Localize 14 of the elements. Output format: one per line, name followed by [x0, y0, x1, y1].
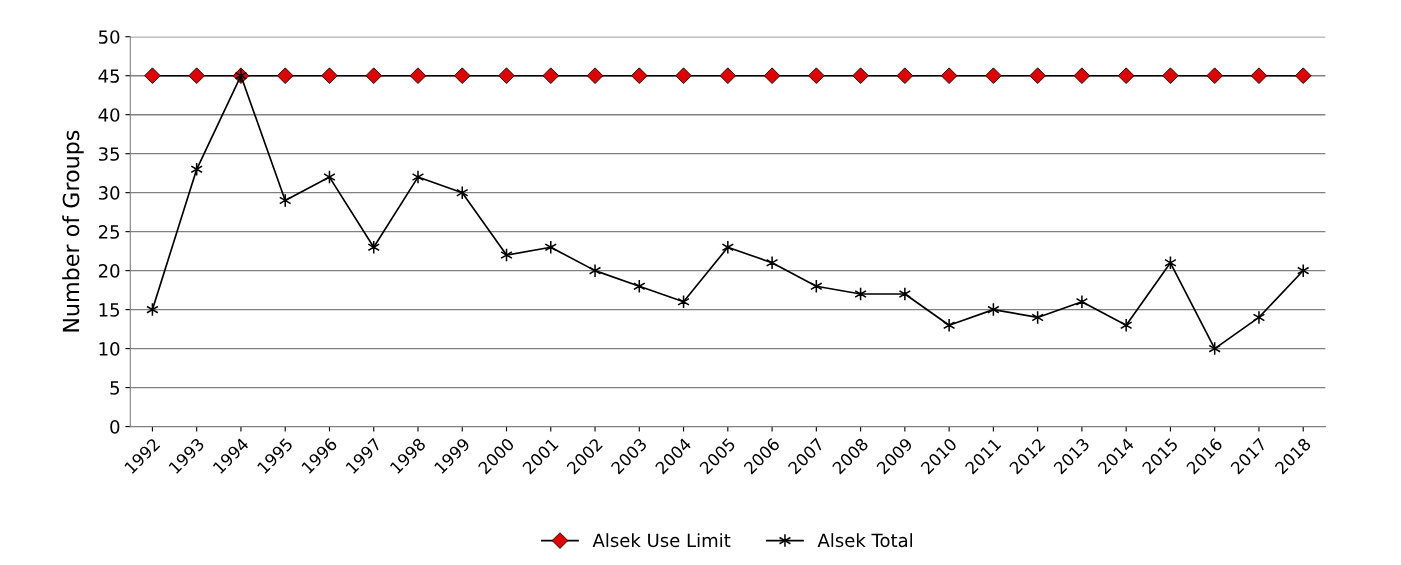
- y-tick-label: 20: [98, 264, 120, 278]
- y-tick-label: 40: [98, 108, 120, 122]
- y-tick-label: 45: [98, 69, 119, 83]
- y-tick-label: 15: [99, 303, 119, 317]
- y-tick-label: 10: [99, 342, 120, 356]
- y-tick-label: 0: [110, 420, 120, 434]
- legend-label: Alsek Use Limit: [592, 533, 731, 548]
- y-tick-label: 50: [98, 30, 120, 44]
- y-tick-label: 35: [98, 147, 119, 161]
- y-axis-title: Number of Groups: [62, 130, 84, 332]
- y-tick-label: 30: [98, 186, 120, 200]
- legend-label: Alsek Total: [817, 533, 913, 548]
- y-tick-label: 25: [98, 225, 119, 239]
- y-tick-label: 5: [110, 381, 119, 395]
